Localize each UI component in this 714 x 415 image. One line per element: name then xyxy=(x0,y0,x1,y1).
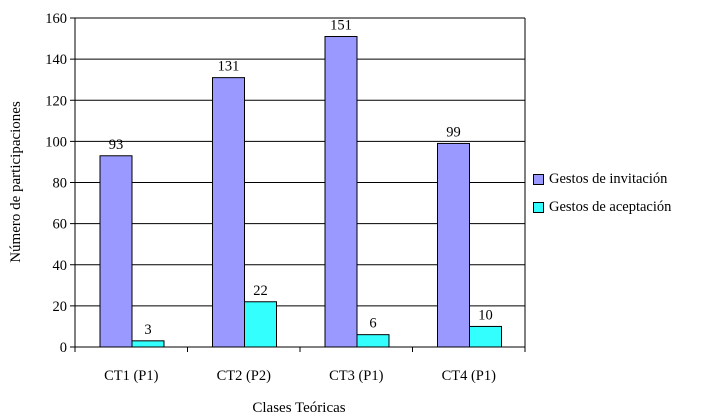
legend-swatch-invitacion xyxy=(533,173,544,185)
x-tick-label: CT1 (P1) xyxy=(104,368,159,384)
x-tick-label: CT3 (P1) xyxy=(329,368,384,384)
y-tick-label: 120 xyxy=(45,93,67,109)
bar-invitacion xyxy=(99,155,133,348)
legend-label-aceptacion: Gestos de aceptación xyxy=(549,198,672,215)
legend-item-aceptacion: Gestos de aceptación xyxy=(533,193,714,221)
y-tick-label: 0 xyxy=(60,340,67,356)
legend-item-invitacion: Gestos de invitación xyxy=(533,165,714,193)
bar-aceptacion xyxy=(131,340,165,348)
axes xyxy=(70,17,526,352)
data-label: 99 xyxy=(446,124,461,140)
bar-aceptacion xyxy=(244,301,277,348)
legend-swatch-aceptacion xyxy=(533,201,544,213)
bar-aceptacion xyxy=(356,334,390,348)
bar-invitacion xyxy=(324,36,358,348)
data-label: 93 xyxy=(109,137,124,153)
labels: 0 20 40 60 80 100 120 140 160 93 131 151 99 3 22 6 10 CT1… xyxy=(45,11,496,384)
data-label: 10 xyxy=(478,307,493,323)
y-tick-label: 20 xyxy=(53,299,68,315)
y-tick-label: 100 xyxy=(45,134,67,150)
data-label: 6 xyxy=(369,316,376,332)
data-label: 22 xyxy=(253,283,268,299)
y-tick-label: 160 xyxy=(45,11,67,27)
y-tick-label: 60 xyxy=(53,217,68,233)
bar-invitacion xyxy=(212,77,245,348)
y-tick-label: 80 xyxy=(53,176,68,192)
bar-invitacion xyxy=(437,142,470,348)
data-label: 151 xyxy=(330,18,352,34)
x-axis-title: Clases Teóricas xyxy=(252,400,345,415)
legend: Gestos de invitación Gestos de aceptació… xyxy=(533,165,714,221)
y-tick-label: 140 xyxy=(45,52,67,68)
y-tick-label: 40 xyxy=(53,258,68,274)
x-tick-label: CT2 (P2) xyxy=(217,368,272,384)
bars xyxy=(99,36,502,348)
x-tick-label: CT4 (P1) xyxy=(442,368,497,384)
data-label: 131 xyxy=(218,59,240,75)
bar-aceptacion xyxy=(469,325,502,348)
y-axis-title: Número de participaciones xyxy=(8,101,24,263)
legend-label-invitacion: Gestos de invitación xyxy=(549,170,668,187)
data-label: 3 xyxy=(144,322,151,338)
gridlines xyxy=(75,17,525,307)
